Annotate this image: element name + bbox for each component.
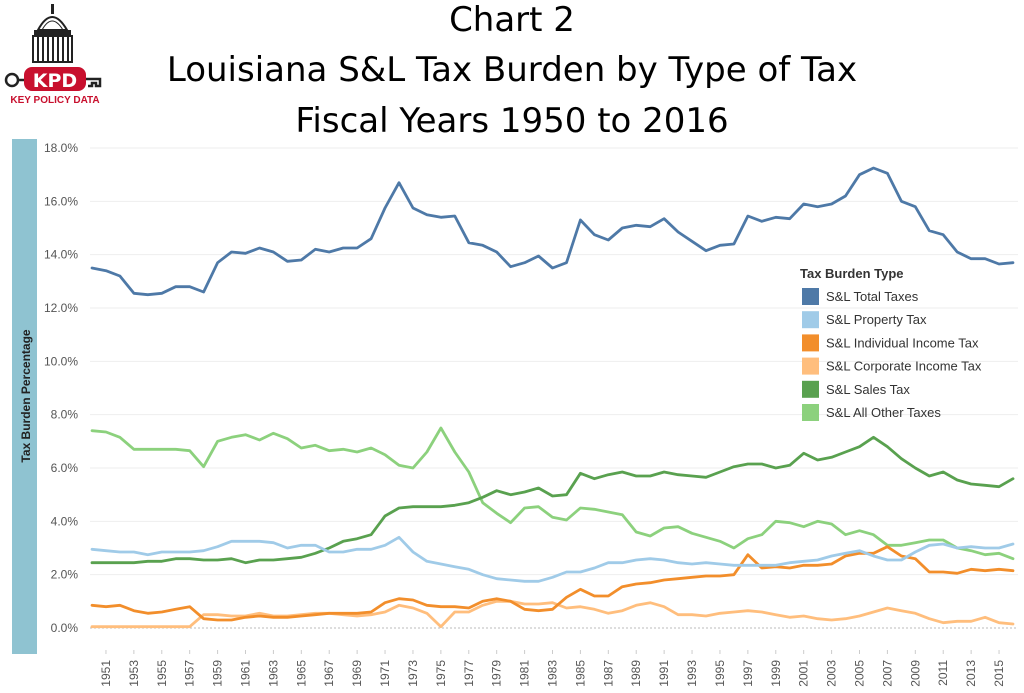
legend: Tax Burden Type S&L Total Taxes S&L Prope… [800, 266, 982, 421]
series-line-s-l-individual-income-tax [90, 545, 1015, 622]
x-tick-label: 1999 [769, 660, 783, 687]
series-line-s-l-corporate-income-tax [90, 599, 1015, 629]
title-line-1: Chart 2 [449, 0, 575, 40]
x-tick-label: 2013 [964, 660, 978, 687]
x-tick-label: 2001 [797, 660, 811, 687]
x-tick-label: 1997 [741, 660, 755, 687]
series-line-s-l-all-other-taxes [90, 426, 1015, 561]
series-lines [90, 166, 1015, 629]
x-tick-label: 2009 [908, 660, 922, 687]
y-tick-label: 18.0% [44, 141, 78, 155]
x-tick-label: 1979 [490, 660, 504, 687]
x-tick-label: 1963 [266, 660, 280, 687]
x-tick-label: 1993 [685, 660, 699, 687]
gridlines [90, 147, 1018, 629]
x-tick-label: 1975 [434, 660, 448, 687]
x-tick-label: 1965 [294, 660, 308, 687]
x-tick-label: 1959 [211, 660, 225, 687]
legend-label: S&L Sales Tax [826, 382, 910, 397]
legend-label: S&L Individual Income Tax [826, 335, 979, 350]
y-tick-label: 0.0% [51, 621, 79, 635]
x-tick-labels: 1951 1953 1955 1957 1959 1961 1963 1965 1967 1969… [99, 650, 1006, 687]
x-tick-label: 1971 [378, 660, 392, 687]
y-tick-label: 12.0% [44, 301, 78, 315]
series-line-s-l-total-taxes [90, 166, 1015, 297]
x-tick-label: 1973 [406, 660, 420, 687]
x-tick-label: 1967 [322, 660, 336, 687]
legend-swatch [802, 380, 819, 398]
legend-label: S&L Total Taxes [826, 289, 919, 304]
logo-tagline: KEY POLICY DATA [10, 95, 99, 106]
series-line-s-l-sales-tax [90, 435, 1015, 565]
y-tick-label: 6.0% [51, 461, 79, 475]
series-line-s-l-property-tax [90, 535, 1015, 583]
y-tick-labels: 0.0% 2.0% 4.0% 6.0% 8.0% 10.0% 12.0% 14.0% 16.0%… [44, 141, 78, 635]
legend-swatch [802, 334, 819, 352]
legend-swatch [802, 404, 819, 421]
legend-label: S&L Corporate Income Tax [826, 359, 982, 374]
title-line-3: Fiscal Years 1950 to 2016 [295, 101, 729, 141]
x-tick-label: 2003 [825, 660, 839, 687]
x-tick-label: 1961 [239, 660, 253, 687]
x-tick-label: 2007 [880, 660, 894, 687]
legend-swatch [802, 357, 819, 375]
y-axis-band [12, 139, 37, 654]
logo-abbr: KPD [33, 70, 77, 92]
y-tick-label: 16.0% [44, 194, 78, 208]
x-tick-label: 1977 [462, 660, 476, 687]
x-tick-label: 2011 [936, 660, 950, 686]
legend-swatch [802, 311, 819, 329]
x-tick-label: 1951 [99, 660, 113, 687]
y-tick-label: 10.0% [44, 354, 78, 368]
y-tick-label: 14.0% [44, 248, 78, 262]
y-tick-label: 4.0% [51, 514, 79, 528]
x-tick-label: 2015 [992, 660, 1006, 687]
x-tick-label: 1981 [518, 660, 532, 687]
legend-label: S&L All Other Taxes [826, 405, 941, 420]
y-tick-label: 2.0% [51, 568, 79, 582]
legend-label: S&L Property Tax [826, 312, 927, 327]
x-tick-label: 1953 [127, 660, 141, 687]
x-tick-label: 1995 [713, 660, 727, 687]
legend-swatch [802, 288, 819, 305]
x-tick-label: 1983 [546, 660, 560, 687]
x-tick-label: 1989 [629, 660, 643, 687]
x-tick-label: 1969 [350, 660, 364, 687]
x-tick-label: 1991 [657, 660, 671, 687]
kpd-logo-icon: KPD KEY POLICY DATA [4, 4, 102, 106]
x-tick-label: 1957 [183, 660, 197, 687]
x-tick-label: 1985 [573, 660, 587, 687]
x-tick-label: 1955 [155, 660, 169, 687]
x-tick-label: 2005 [853, 660, 867, 687]
y-tick-label: 8.0% [51, 408, 79, 422]
x-tick-label: 1987 [601, 660, 615, 687]
legend-title: Tax Burden Type [800, 266, 904, 281]
title-line-2: Louisiana S&L Tax Burden by Type of Tax [166, 50, 858, 90]
